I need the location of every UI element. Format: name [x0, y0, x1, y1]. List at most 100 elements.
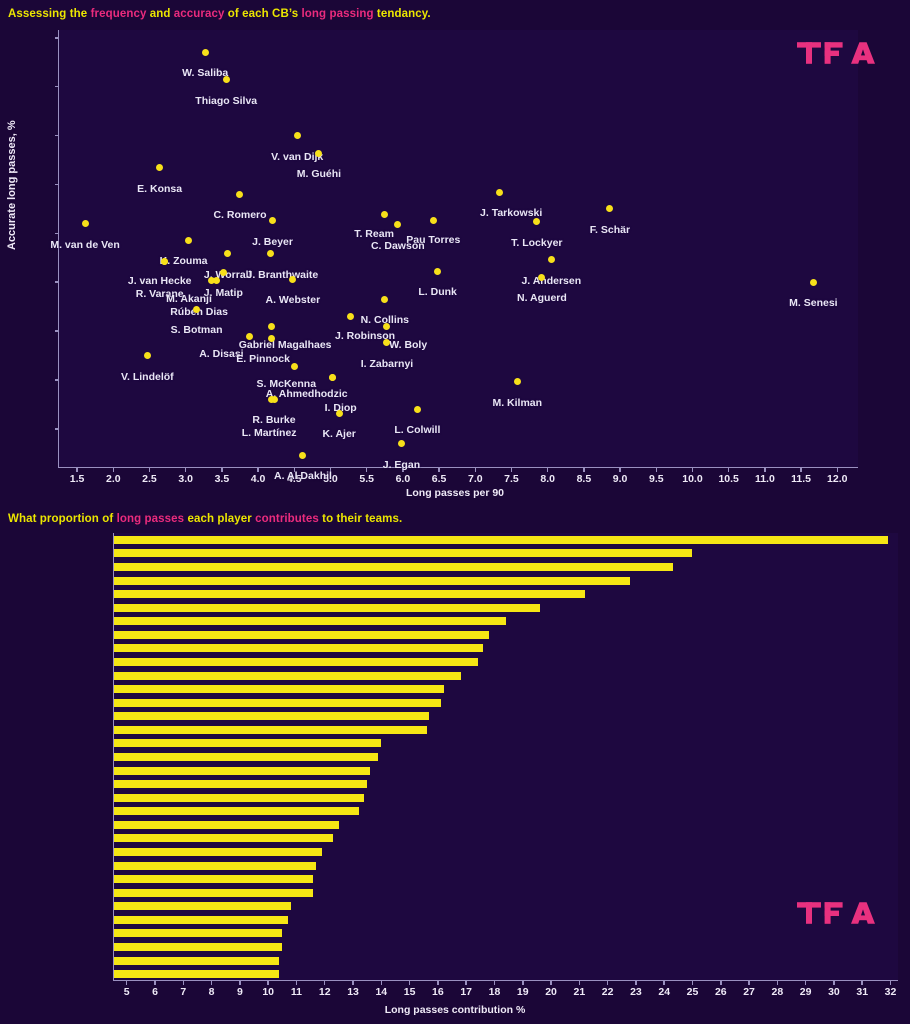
scatter-point[interactable] [380, 211, 388, 219]
scatter-point[interactable] [429, 217, 437, 225]
scatter-point[interactable] [290, 362, 298, 370]
scatter-y-tick-mark [55, 428, 59, 430]
bar-x-tick: 19 [516, 986, 529, 998]
scatter-point[interactable] [381, 296, 389, 304]
bar[interactable] [114, 753, 379, 761]
scatter-y-tick-mark [55, 85, 59, 88]
scatter-x-tick-mark [764, 468, 766, 472]
scatter-point[interactable] [236, 190, 244, 198]
bar[interactable] [114, 820, 339, 829]
scatter-point[interactable] [434, 267, 442, 275]
scatter-point[interactable] [382, 322, 390, 330]
scatter-point[interactable] [397, 440, 405, 448]
scatter-point[interactable] [81, 220, 89, 228]
bar[interactable] [114, 549, 693, 558]
scatter-point[interactable] [413, 405, 421, 413]
bar[interactable] [114, 834, 334, 843]
scatter-point[interactable] [245, 333, 253, 341]
scatter-x-tick-mark [329, 468, 332, 472]
scatter-point[interactable] [538, 273, 546, 281]
bar-x-tick: 31 [856, 986, 869, 998]
scatter-point-label: T. Ream [354, 227, 394, 240]
bar[interactable] [114, 888, 314, 897]
scatter-point[interactable] [299, 451, 307, 459]
scatter-point[interactable] [222, 76, 230, 84]
bar[interactable] [114, 861, 317, 870]
bar[interactable] [114, 657, 478, 666]
scatter-x-tick-mark [112, 468, 115, 472]
scatter-plot-area: 4045505560657075801.52.02.53.03.54.04.55… [50, 30, 858, 485]
bar[interactable] [114, 970, 280, 979]
scatter-point[interactable] [193, 306, 201, 314]
scatter-point[interactable] [201, 48, 209, 56]
scatter-point[interactable] [533, 218, 541, 226]
scatter-point-label: C. Dawson [370, 239, 425, 252]
bar[interactable] [114, 603, 540, 612]
bar-x-tick: 10 [262, 986, 274, 998]
scatter-point-label: J. Matip [203, 287, 243, 300]
scatter-point[interactable] [267, 335, 275, 343]
headline-segment: and [146, 8, 174, 20]
bar[interactable] [114, 644, 484, 653]
scatter-point[interactable] [224, 250, 232, 258]
bar[interactable] [114, 929, 283, 938]
scatter-point[interactable] [495, 188, 503, 196]
scatter-point[interactable] [315, 149, 323, 157]
scatter-point[interactable] [219, 268, 227, 276]
bar[interactable] [114, 875, 314, 884]
scatter-point[interactable] [289, 275, 297, 283]
scatter-point[interactable] [329, 373, 337, 381]
bar[interactable] [114, 562, 673, 571]
scatter-point[interactable] [547, 256, 555, 264]
scatter-point-label: A. Webster [265, 294, 321, 307]
bar[interactable] [114, 739, 382, 748]
scatter-point[interactable] [267, 322, 275, 330]
scatter-point[interactable] [293, 132, 301, 140]
scatter-point[interactable] [394, 221, 402, 229]
bar[interactable] [114, 712, 430, 721]
bar[interactable] [114, 956, 280, 965]
scatter-point[interactable] [269, 217, 277, 225]
scatter-point-label: J. Beyer [252, 235, 293, 248]
bar[interactable] [114, 793, 365, 802]
scatter-point[interactable] [143, 352, 151, 360]
scatter-point[interactable] [207, 276, 215, 284]
bar[interactable] [114, 630, 489, 639]
bar[interactable] [114, 685, 444, 694]
bar-x-tick-mark [691, 981, 694, 985]
bar[interactable] [114, 807, 359, 816]
bar[interactable] [114, 576, 631, 585]
scatter-x-tick: 6.0 [395, 473, 411, 485]
scatter-y-axis-label: Accurate long passes, % [6, 120, 18, 250]
tfa-logo-scatter [797, 42, 875, 64]
bar[interactable] [114, 780, 368, 789]
bar[interactable] [114, 698, 441, 707]
bar[interactable] [114, 535, 888, 544]
scatter-point[interactable] [156, 164, 164, 172]
scatter-point[interactable] [606, 205, 614, 213]
scatter-y-tick-mark [55, 330, 59, 332]
scatter-point-label: K. Zouma [159, 255, 208, 268]
scatter-point[interactable] [383, 339, 391, 347]
bar[interactable] [114, 617, 506, 626]
scatter-point[interactable] [212, 276, 220, 284]
bar[interactable] [114, 943, 283, 952]
scatter-x-tick-mark [546, 468, 549, 472]
scatter-point[interactable] [335, 409, 343, 417]
bar[interactable] [114, 848, 322, 857]
scatter-point[interactable] [185, 236, 193, 244]
scatter-point[interactable] [266, 250, 274, 258]
scatter-x-tick-mark [474, 468, 477, 472]
bar[interactable] [114, 915, 288, 924]
bar-x-tick: 7 [180, 986, 187, 998]
scatter-point[interactable] [809, 278, 817, 286]
bar[interactable] [114, 590, 585, 599]
bar[interactable] [114, 766, 370, 775]
bar[interactable] [114, 902, 291, 911]
scatter-point[interactable] [346, 312, 354, 320]
scatter-point[interactable] [513, 378, 521, 386]
scatter-point[interactable] [161, 258, 169, 266]
bar[interactable] [114, 725, 427, 734]
bar[interactable] [114, 671, 461, 680]
scatter-point[interactable] [267, 396, 275, 404]
